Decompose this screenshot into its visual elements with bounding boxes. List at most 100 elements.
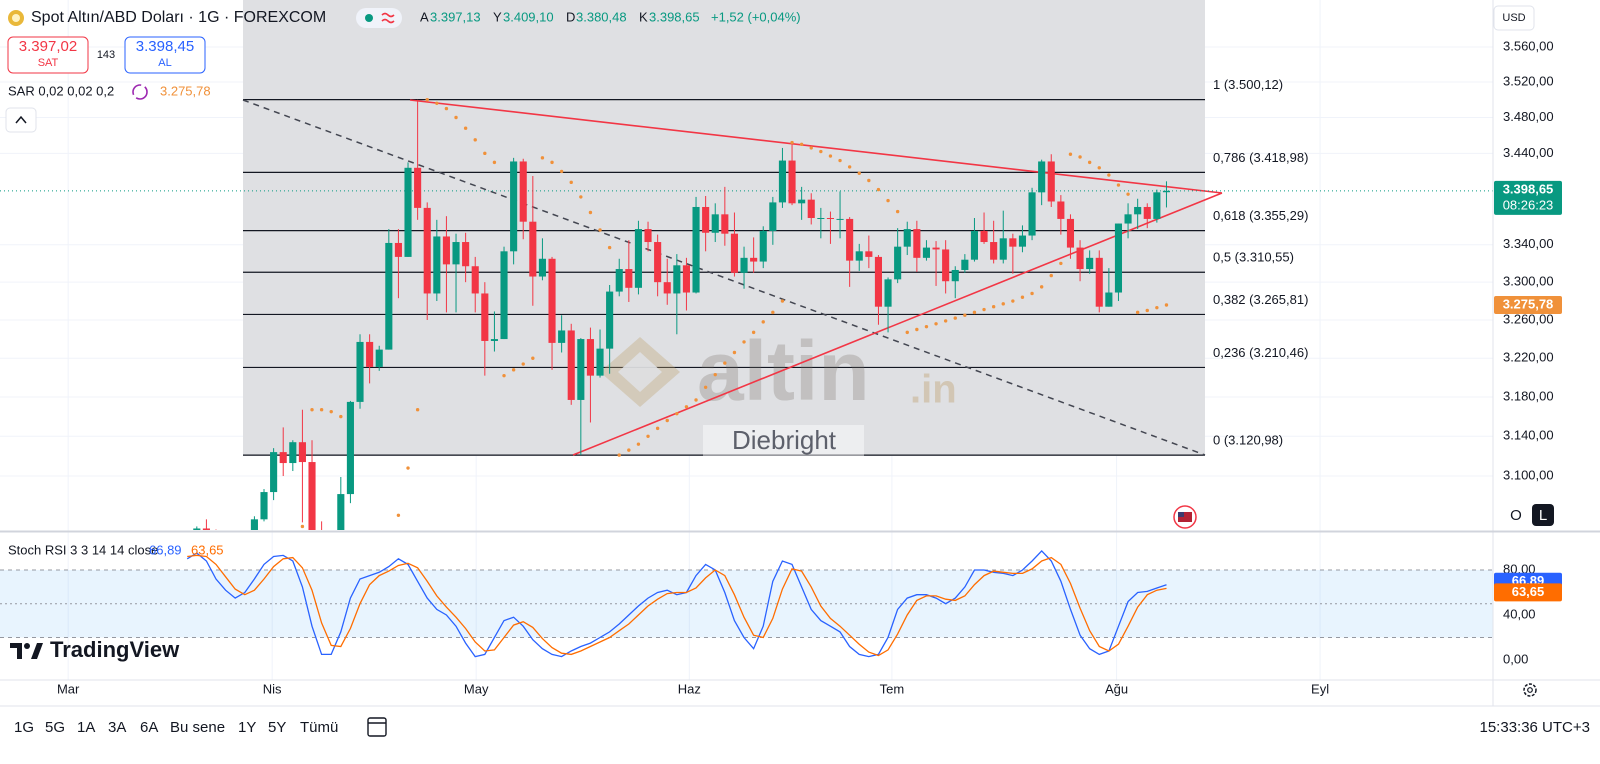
- candle-body: [298, 442, 306, 463]
- logo-text: TradingView: [50, 637, 180, 662]
- timeframe-button[interactable]: 1Y: [238, 719, 256, 736]
- candle-body: [769, 202, 777, 231]
- candle-body: [1143, 206, 1151, 219]
- candle-body: [999, 238, 1007, 260]
- fib-label: 0,236 (3.210,46): [1213, 345, 1308, 360]
- candle-body: [778, 160, 786, 203]
- scale-label-o: O: [1510, 507, 1522, 524]
- candle-body: [442, 236, 450, 265]
- candle-body: [1028, 192, 1036, 236]
- y-tick-label: 3.520,00: [1503, 73, 1554, 88]
- buy-button[interactable]: [124, 36, 206, 74]
- sar-dot: [1107, 173, 1111, 177]
- timeframe-button[interactable]: Tümü: [300, 719, 338, 736]
- candle-body: [625, 269, 633, 288]
- candle-body: [1076, 247, 1084, 270]
- timeframe-button[interactable]: 6A: [140, 719, 158, 736]
- scale-button-o[interactable]: [1505, 504, 1527, 526]
- y-tick-label: 3.100,00: [1503, 467, 1554, 482]
- candle-body: [884, 279, 892, 307]
- settings-icon[interactable]: [1523, 683, 1537, 697]
- timeframe-button[interactable]: 1G: [14, 719, 34, 736]
- candle-body: [894, 246, 902, 280]
- timeframe-button[interactable]: 5G: [45, 719, 65, 736]
- status-pill[interactable]: [356, 8, 402, 28]
- timeframe-button[interactable]: Bu sene: [170, 719, 225, 736]
- candle-body: [519, 161, 527, 222]
- stoch-line: [186, 549, 1167, 658]
- scale-button-l[interactable]: [1532, 504, 1554, 526]
- flag-canton: [1178, 512, 1184, 517]
- currency-button[interactable]: [1493, 5, 1535, 31]
- flag: [1178, 512, 1192, 522]
- clock[interactable]: 15:33:36 UTC+3: [1480, 719, 1591, 736]
- candle-body: [1009, 238, 1017, 247]
- candle-body: [1038, 161, 1046, 193]
- sar-dot: [607, 245, 612, 250]
- sar-dot: [511, 368, 516, 372]
- sar-legend-value: 3.275,78: [160, 83, 211, 98]
- candle-body: [817, 218, 825, 220]
- candle-body: [606, 291, 614, 349]
- y-tick-label: 3.140,00: [1503, 428, 1554, 443]
- tradingview-logo: TradingView: [10, 637, 180, 662]
- candle-body: [980, 230, 988, 243]
- sar-dot: [1039, 285, 1044, 289]
- sar-dot: [1135, 310, 1140, 315]
- candle-body: [1066, 218, 1075, 248]
- sell-button[interactable]: [7, 36, 89, 74]
- sar-dot: [799, 142, 804, 147]
- candle-body: [846, 218, 854, 261]
- sar-dot: [319, 408, 324, 412]
- market-open-dot: [365, 14, 373, 22]
- candle-body: [260, 492, 268, 520]
- drawings: [242, 99, 1223, 456]
- symbol-title[interactable]: Spot Altın/ABD Doları · 1G · FOREXCOM: [31, 9, 326, 26]
- candle-body: [634, 229, 642, 288]
- sar-dot: [415, 408, 420, 412]
- candle-body: [807, 199, 815, 219]
- candle-body: [865, 251, 873, 257]
- sar-dot: [742, 340, 746, 344]
- sar-dot: [1001, 302, 1005, 306]
- candle-body: [932, 247, 940, 250]
- candle-body: [730, 233, 738, 273]
- candle-body: [970, 230, 979, 260]
- stoch-value-1-box: [1494, 583, 1562, 602]
- collapse-button[interactable]: [5, 107, 37, 133]
- candle-body: [337, 494, 345, 530]
- candle-body: [529, 221, 537, 277]
- timeframe-button[interactable]: 1A: [77, 719, 95, 736]
- watermark-suffix: .in: [910, 368, 957, 412]
- logo-mark: [10, 643, 22, 659]
- sar-dot: [924, 324, 929, 329]
- fib-label: 0,382 (3.265,81): [1213, 292, 1308, 307]
- x-tick-label: Mar: [57, 681, 80, 696]
- candle-body: [1153, 192, 1161, 219]
- candle-body: [481, 293, 489, 341]
- ohlc-value: 3.397,13: [430, 9, 481, 24]
- y-tick-label: 3.300,00: [1503, 274, 1554, 289]
- timeframe-button[interactable]: 3A: [108, 719, 126, 736]
- last-price-countdown: 08:26:23: [1503, 197, 1554, 212]
- sar-refresh-icon[interactable]: [132, 84, 148, 100]
- timeframe-button[interactable]: 5Y: [268, 719, 286, 736]
- candle-body: [385, 242, 393, 350]
- sar-dot: [454, 115, 458, 120]
- candle-body: [1095, 257, 1103, 307]
- candle-body: [951, 269, 959, 282]
- triangle-lower: [572, 192, 1223, 456]
- sar-dot: [569, 180, 573, 185]
- date-range-icon[interactable]: [367, 717, 387, 737]
- sar-price-label: 3.275,78: [1503, 296, 1554, 311]
- watermark-author-box: [703, 425, 864, 458]
- sar-dot: [934, 322, 938, 326]
- data-delay-icon: [381, 12, 395, 24]
- candle-body: [1162, 190, 1171, 193]
- ohlc-change: +1,52 (+0,04%): [711, 9, 801, 24]
- buy-label: AL: [158, 57, 171, 69]
- sar-dot: [1011, 299, 1015, 303]
- sar-dot: [1049, 273, 1053, 278]
